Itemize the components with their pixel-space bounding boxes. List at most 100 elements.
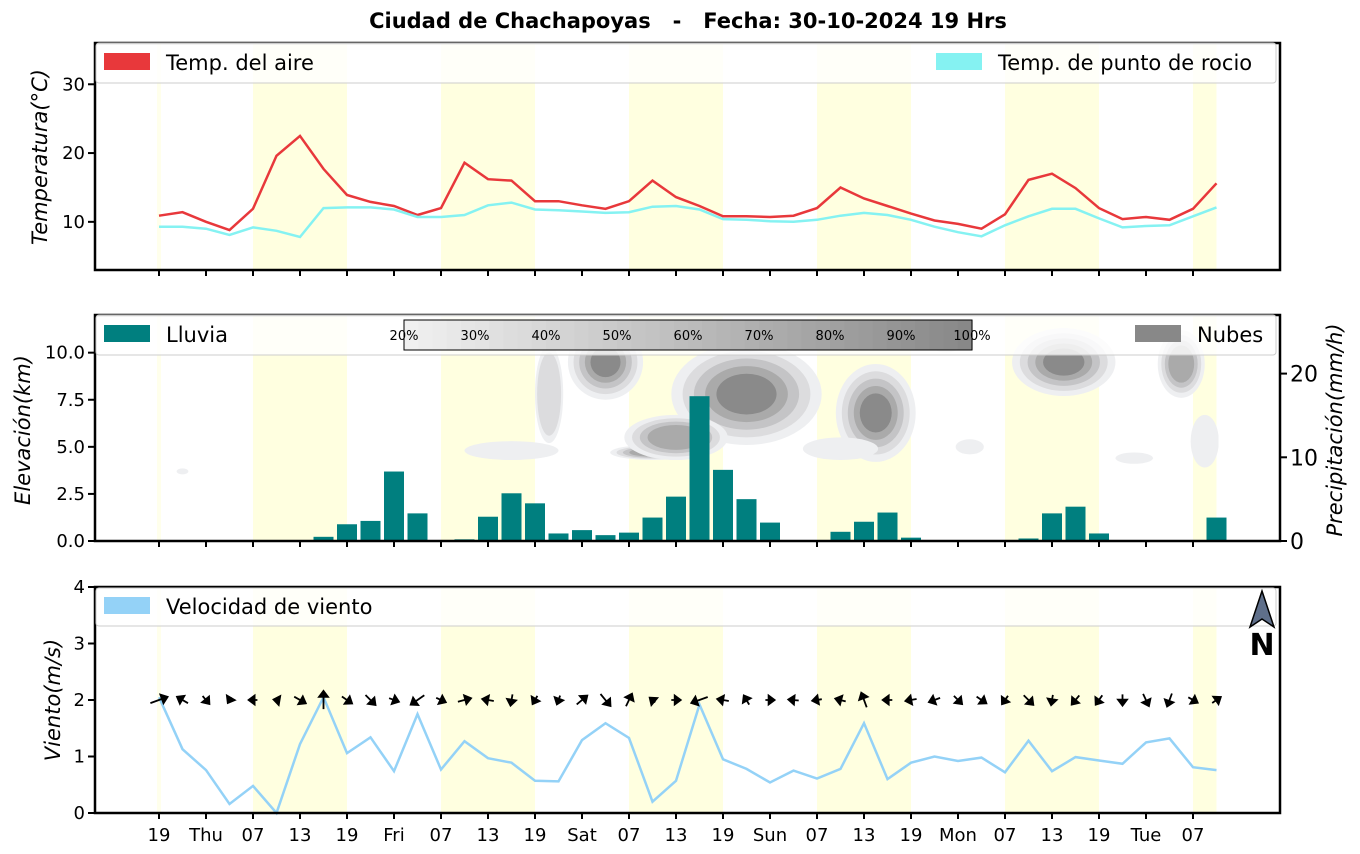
rain-bar [760,522,780,541]
wind-arrow [409,694,425,706]
p1-legend: Temp. del aire Temp. de punto de rocio [95,42,1277,84]
colorbar-segment [602,320,618,350]
wind-arrow [530,694,542,706]
rain-bar [1206,517,1227,541]
colorbar-segment [517,320,533,350]
x-tick-label: Sun [753,825,787,846]
night-band [157,315,161,541]
cloud-contour [537,352,562,436]
colorbar-segment [716,320,732,350]
p3-lines [157,694,1217,816]
colorbar-label: 60% [674,329,703,344]
colorbar-segment [631,320,646,350]
p1-y-axis-label: Temperatura(°C) [28,69,52,245]
clouds-rain-panel: 0.0 2.5 5.0 7.5 10.0 0 10 20 Lluvia Nubes 20% 30… [11,313,1347,555]
wind-arrow [364,694,377,707]
x-tick-label: 07 [994,825,1017,846]
wind-arrow [1000,694,1012,706]
rain-bar [1018,538,1039,541]
colorbar-segment [744,320,760,350]
rain-bar [830,531,851,541]
wind-arrow [480,693,494,707]
colorbar-segment [503,320,519,350]
night-band [1193,587,1217,813]
wind-arrow [689,694,709,707]
colorbar-segment [858,320,874,350]
rain-bar [1089,533,1109,541]
colorbar-segment [787,320,803,350]
rain-bar [854,521,874,541]
colorbar-segment [759,320,774,350]
x-tick-labels: 19 Thu 07 13 19 Fri 07 13 19 Sat 07 13 19 Sun 07 13 19 Mo… [148,825,1205,846]
colorbar-segment [460,320,476,350]
y-tick-label: 0 [74,803,85,824]
wind-arrow [1023,694,1035,706]
colorbar-segment [489,320,504,350]
rain-bar [1042,513,1062,541]
wind-arrow [553,695,566,706]
y-tick-label: 10.0 [45,343,85,364]
x-tick-label: 07 [242,825,265,846]
wind-arrow [1140,693,1152,708]
colorbar-segment [901,320,916,350]
y-tick-label: 3 [74,634,85,655]
y-tick-label-right: 10 [1290,446,1318,471]
legend-label-dew-point: Temp. de punto de rocio [997,51,1252,75]
rain-bars [149,396,1227,541]
rain-bar [407,513,428,541]
legend-swatch-clouds [1135,325,1181,342]
air-temp-line [158,134,1218,232]
wind-arrow [225,693,237,705]
rain-bar [501,493,522,541]
wind-arrow [599,693,612,708]
colorbar-segment [688,320,703,350]
y-tick-label: 4 [74,577,85,598]
colorbar-label: 90% [887,329,916,344]
north-arrow: N [1248,588,1276,663]
colorbar-segment [957,320,973,350]
rain-bar [384,471,404,541]
wind-arrow [765,693,777,707]
rain-bar [901,537,921,541]
wind-arrow [457,693,473,707]
rain-bar [525,503,545,541]
y-tick-label: 7.5 [56,390,85,411]
wind-arrow [247,693,258,707]
y-tick-label: 30 [62,74,85,95]
x-tick-label: 13 [853,825,876,846]
p1-lines [158,134,1218,239]
wind-arrow [833,694,846,707]
y-tick-label: 2 [74,690,85,711]
x-tick-label: 07 [430,825,453,846]
legend-label-clouds: Nubes [1197,323,1263,347]
x-tick-label: 19 [148,825,171,846]
colorbar-label: 20% [390,329,419,344]
x-tick-label: Thu [188,825,223,846]
colorbar-segment [702,320,717,350]
colorbar-segment [886,320,902,350]
wind-arrow [903,693,917,707]
rain-bar [478,516,498,541]
p3-y-axis-label: Viento(m/s) [41,639,65,761]
p3-legend-box [95,587,1277,627]
y-tick-label: 5.0 [56,437,85,458]
colorbar-segment [915,320,930,350]
colorbar-label: 50% [603,329,632,344]
rain-bar [313,536,334,541]
dew-point-line [159,201,1217,239]
rain-bar [642,517,663,541]
wind-arrow [741,694,753,706]
temperature-panel: 10 20 30 Temp. del aire Temp. de punto de … [28,41,1282,276]
wind-arrow [715,693,729,707]
y-tick-label: 10 [62,212,85,233]
colorbar-label: 70% [745,329,774,344]
wind-arrow [1163,693,1176,708]
colorbar-segment [645,320,661,350]
colorbar-segment [830,320,845,350]
colorbar-segment [531,320,547,350]
wind-arrow [648,696,660,707]
wind-direction-arrows [150,689,1223,710]
rain-bar [548,533,569,541]
wind-arrow [341,694,354,705]
colorbar-label: 100% [953,329,990,344]
